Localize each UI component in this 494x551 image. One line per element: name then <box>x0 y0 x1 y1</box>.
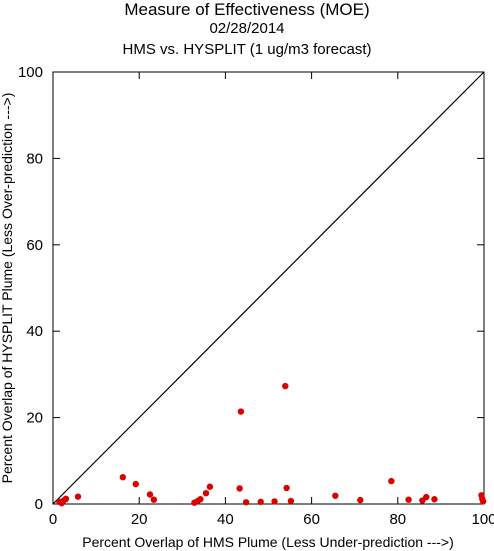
x-tick-label: 0 <box>49 511 57 528</box>
data-point <box>236 485 243 492</box>
chart-title: Measure of Effectiveness (MOE) <box>124 0 370 19</box>
data-point <box>132 480 139 488</box>
points-layer <box>56 382 487 507</box>
data-point <box>283 484 290 492</box>
data-point <box>282 382 289 390</box>
data-point <box>242 499 250 506</box>
y-tick-label: 60 <box>26 237 43 254</box>
x-tick-label: 40 <box>217 511 234 528</box>
data-point <box>237 408 245 415</box>
data-point <box>332 492 339 499</box>
x-tick-label: 20 <box>131 511 148 528</box>
data-point <box>74 493 82 500</box>
x-tick-label: 60 <box>303 511 320 528</box>
data-point <box>197 496 204 503</box>
data-point <box>202 490 210 497</box>
y-tick-label: 0 <box>35 496 43 513</box>
plot-area <box>52 71 485 505</box>
data-point <box>257 498 264 506</box>
data-point <box>479 498 487 505</box>
data-point <box>150 496 158 503</box>
data-point <box>206 483 214 490</box>
reference-line-layer <box>52 71 485 505</box>
data-point <box>405 496 412 503</box>
data-point <box>119 474 127 481</box>
y-tick-label: 80 <box>26 150 43 167</box>
data-point <box>431 496 438 503</box>
data-point <box>287 497 295 505</box>
data-point <box>146 491 154 498</box>
y-tick-label: 40 <box>26 323 43 340</box>
chart-date: 02/28/2014 <box>209 20 285 37</box>
data-point <box>271 498 278 505</box>
y-tick-label: 20 <box>26 410 43 427</box>
data-point <box>423 493 430 501</box>
x-tick-label: 80 <box>389 511 406 528</box>
x-axis-label: Percent Overlap of HMS Plume (Less Under… <box>82 534 454 550</box>
chart-subtitle: HMS vs. HYSPLIT (1 ug/m3 forecast) <box>122 41 372 58</box>
data-point <box>62 495 70 503</box>
ticks-layer: 0 20 40 60 80 100 0 20 40 60 80 100 <box>18 64 494 528</box>
x-tick-label: 100 <box>471 511 494 528</box>
reference-line <box>52 71 485 505</box>
y-axis-label: Percent Overlap of HYSPLIT Plume (Less O… <box>0 93 15 484</box>
data-point <box>388 477 395 485</box>
data-point <box>357 496 364 504</box>
y-tick-label: 100 <box>18 64 43 81</box>
